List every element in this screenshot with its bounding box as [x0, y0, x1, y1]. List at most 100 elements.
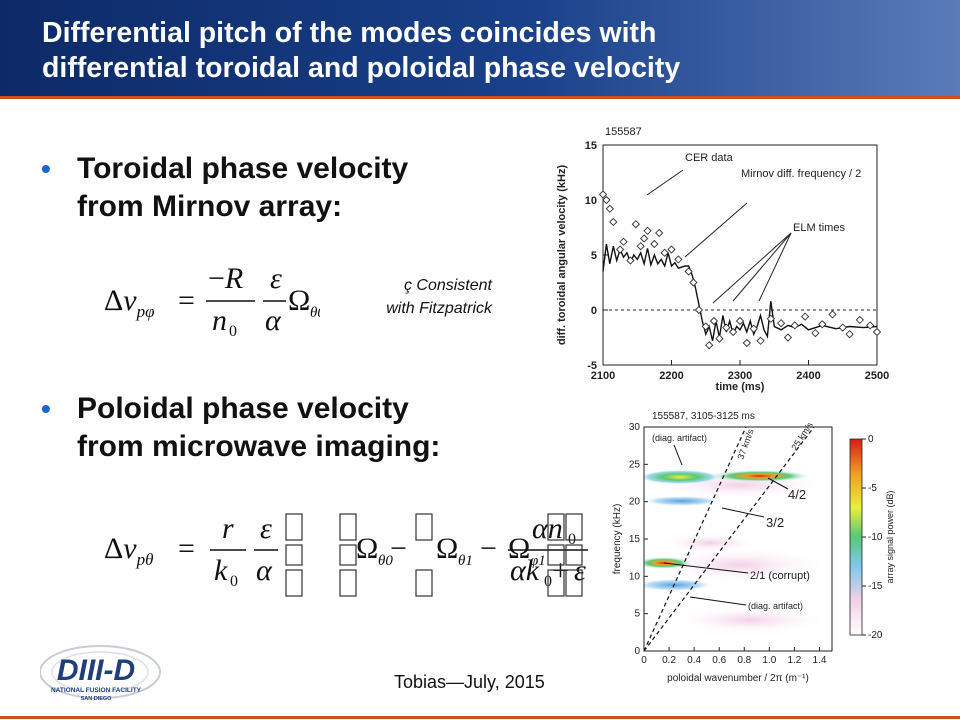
chart1-ytick-label: 0	[591, 305, 597, 317]
chart1-cer-point	[709, 316, 719, 326]
diii-d-logo: DIII-D NATIONAL FUSION FACILITY SAN DIEG…	[40, 645, 161, 702]
toroidal-velocity-chart: 155587 time (ms) diff. toroidal angular …	[556, 126, 889, 393]
chart1-cer-point	[684, 267, 693, 276]
chart2-artifact-top: (diag. artifact)	[652, 433, 707, 443]
svg-text:ε: ε	[260, 512, 272, 545]
chart2-title: 155587, 3105-3125 ms	[652, 411, 755, 422]
chart1-cer-point	[866, 321, 875, 330]
chart1-cer-point	[655, 228, 664, 238]
svg-text:−: −	[480, 532, 497, 565]
colorbar-tick-label: 0	[868, 434, 874, 445]
chart1-cer-point	[701, 322, 710, 331]
chart1-cer-point	[729, 327, 738, 337]
svg-text:Δvpθ: Δvpθ	[104, 532, 153, 569]
chart2-ytick-label: 10	[629, 571, 641, 582]
slide-title-line-2: differential toroidal and poloidal phase…	[42, 52, 681, 84]
chart1-cer-label: CER data	[685, 152, 734, 164]
toroidal-velocity-equation: Δvpφ = −R n0 ε α Ω θ0	[104, 262, 320, 340]
chart1-cer-point	[636, 242, 645, 251]
slide-title-line-1: Differential pitch of the modes coincide…	[42, 17, 657, 49]
poloidal-wavenumber-heatmap: 155587, 3105-3125 ms 0 0.2 0.4 0.6 0.8 1.0 1.2…	[612, 411, 895, 684]
logo-sub1: NATIONAL FUSION FACILITY	[51, 687, 142, 694]
bullet-dot: •	[41, 393, 51, 424]
chart2-artifact-bottom: (diag. artifact)	[748, 601, 803, 611]
chart2-ytick-label: 25	[629, 459, 641, 470]
chart1-cer-point	[838, 323, 847, 332]
chart1-cer-point	[609, 217, 618, 227]
chart1-cer-point	[766, 314, 775, 323]
svg-text:=: =	[178, 284, 195, 317]
chart1-title: 155587	[605, 126, 642, 138]
chart1-cer-point	[828, 310, 837, 319]
chart1-cer-point	[705, 341, 714, 350]
chart2-xtick-label: 0	[641, 655, 647, 666]
svg-text:θ0: θ0	[310, 305, 320, 321]
chart1-cer-point	[845, 330, 854, 339]
chart1-cer-point	[639, 234, 649, 243]
chart1-cer-point	[783, 333, 793, 342]
chart1-ytick-label: -5	[587, 360, 597, 372]
chart2-xtick-label: 0.4	[687, 655, 701, 666]
svg-text:n: n	[212, 304, 227, 337]
chart1-cer-point	[631, 220, 641, 229]
chart1-xtick-label: 2300	[728, 370, 752, 382]
colorbar-label: array signal power (dB)	[885, 490, 895, 583]
bullet-poloidal: • Poloidal phase velocity from microwave…	[41, 390, 441, 466]
consistency-note: ç Consistent with Fitzpatrick	[340, 274, 492, 320]
svg-text:0: 0	[230, 573, 238, 590]
chart1-cer-point	[643, 226, 652, 235]
svg-text:Ω: Ω	[356, 532, 378, 565]
chart2-xtick-label: 0.8	[737, 655, 751, 666]
chart1-cer-point	[872, 327, 882, 337]
svg-text:−R: −R	[208, 262, 243, 295]
chart2-ytick-label: 20	[629, 497, 641, 508]
svg-text:α: α	[256, 554, 273, 587]
colorbar-tick-label: -10	[868, 532, 883, 543]
chart1-cer-point	[598, 190, 608, 199]
chart1-xtick-label: 2500	[865, 370, 889, 382]
chart1-ylabel: diff. toroidal angular velocity (kHz)	[556, 165, 568, 346]
svg-text:αk: αk	[510, 554, 540, 587]
bullet-poloidal-line-2: from microwave imaging:	[77, 430, 441, 463]
svg-text:α: α	[265, 304, 282, 337]
header-accent-line	[0, 96, 960, 99]
chart1-ytick-label: 5	[591, 250, 597, 262]
svg-text:r: r	[222, 512, 234, 545]
logo-wordmark: DIII-D	[57, 654, 135, 687]
chart2-xtick-label: 1.2	[787, 655, 801, 666]
bullet-toroidal-line-2: from Mirnov array:	[77, 190, 343, 223]
title-bar	[0, 0, 960, 96]
chart1-cer-point	[800, 312, 810, 321]
colorbar	[849, 438, 863, 636]
chart2-ytick-label: 15	[629, 534, 641, 545]
chart1-cer-point	[715, 334, 724, 343]
chart1-elm-label: ELM times	[793, 222, 845, 234]
svg-text:−: −	[390, 532, 407, 565]
colorbar-tick-label: -20	[868, 630, 883, 641]
chart1-xtick-label: 2100	[591, 370, 615, 382]
svg-text:0: 0	[229, 323, 237, 340]
svg-text:θ0: θ0	[378, 553, 393, 569]
chart1-cer-point	[626, 256, 635, 265]
bullet-dot: •	[41, 153, 51, 184]
chart2-mode-32: 3/2	[766, 515, 784, 530]
chart1-cer-point	[689, 278, 698, 287]
consistency-note-line-2: with Fitzpatrick	[386, 300, 492, 317]
consistency-note-line-1: ç Consistent	[403, 277, 492, 294]
bullet-poloidal-line-1: Poloidal phase velocity	[77, 392, 409, 425]
chart1-xtick-label: 2400	[796, 370, 820, 382]
chart1-cer-point	[776, 319, 786, 328]
svg-text:ε: ε	[270, 262, 282, 295]
chart1-mirnov-series	[602, 243, 878, 341]
chart2-ytick-label: 30	[629, 422, 641, 433]
chart1-cer-point	[742, 338, 751, 348]
chart1-cer-point	[749, 324, 758, 333]
svg-text:Ω: Ω	[288, 284, 310, 317]
footer-author-date: Tobias—July, 2015	[394, 672, 545, 692]
svg-text:=: =	[178, 532, 195, 565]
poloidal-velocity-equation-tail: Ω φ1	[508, 513, 583, 597]
chart2-xtick-label: 0.6	[712, 655, 726, 666]
chart2-mode-21: 2/1 (corrupt)	[750, 570, 810, 582]
chart1-cer-point	[818, 320, 827, 329]
chart1-cer-point	[756, 336, 765, 345]
